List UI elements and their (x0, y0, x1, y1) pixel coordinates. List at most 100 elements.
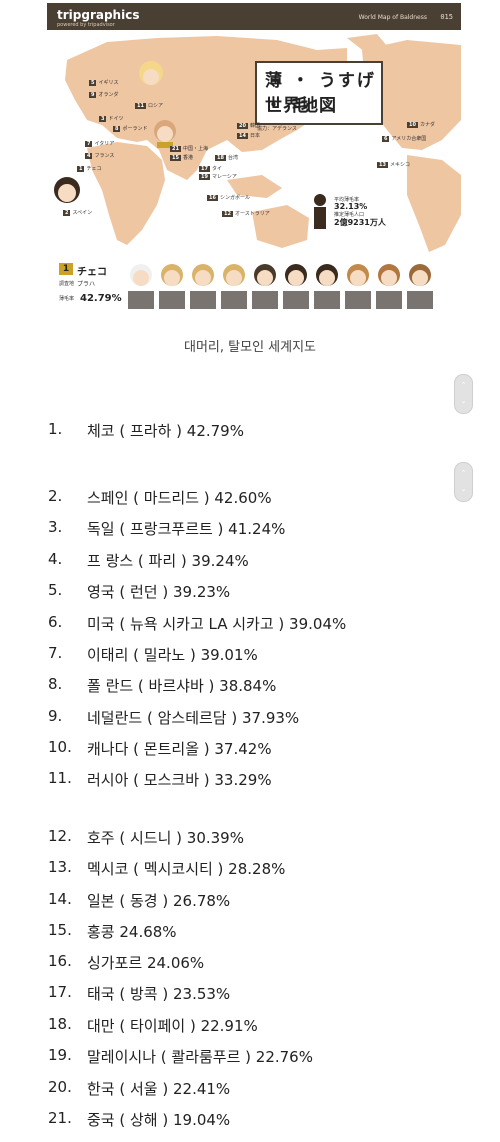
ranking-text: 폴 란드 ( 바르샤바 ) 38.84% (87, 677, 277, 695)
ranking-text: 말레이시나 ( 콸라룸푸르 ) 22.76% (87, 1048, 313, 1066)
map-rank-badge: 4 (85, 153, 93, 159)
ranking-number: 6. (48, 613, 63, 631)
map-rank-badge: 16 (207, 195, 218, 201)
map-country-name: アメリカ合衆国 (391, 136, 427, 142)
rank1-capital-label: 調査地 (59, 281, 75, 287)
map-country-name: フランス (94, 153, 115, 159)
map-country-name: チェコ (86, 166, 102, 172)
germany-character (139, 61, 163, 85)
australia-landmass (252, 205, 309, 248)
map-rank-badge: 9 (89, 92, 97, 98)
ranking-number: 8. (48, 675, 63, 693)
ranking-number: 13. (48, 858, 72, 876)
map-country-label: 16 シンガポール (207, 194, 250, 201)
map-country-label: 1 チェコ (77, 165, 102, 172)
map-rank-badge: 13 (377, 162, 388, 168)
ranking-item: 20. 한국 ( 서울 ) 22.41% (0, 1078, 500, 1100)
ranking-item: 6. 미국 ( 뉴욕 시카고 LA 시카고 ) 39.04% (0, 613, 500, 635)
map-country-name: 台湾 (227, 155, 238, 161)
ranking-text: 중국 ( 상해 ) 19.04% (87, 1111, 231, 1129)
map-country-label: 11 ロシア (135, 102, 163, 109)
ranking-text: 스페인 ( 마드리드 ) 42.60% (87, 489, 272, 507)
map-rank-badge: 5 (89, 80, 97, 86)
map-rank-badge: 14 (237, 133, 248, 139)
ranking-number: 16. (48, 952, 72, 970)
map-rank-badge: 17 (199, 166, 210, 172)
south-america-landmass (407, 155, 461, 252)
map-country-label: 13 メキシコ (377, 161, 410, 168)
map-country-name: オーストラリア (234, 211, 270, 217)
rank1-rate-label: 薄毛率 (59, 296, 75, 302)
scroll-handle-top[interactable]: ⌃ ⌄ (454, 374, 473, 414)
head-figure (376, 264, 402, 309)
ranking-text: 싱가포르 24.06% (87, 954, 205, 972)
rank1-badge: 1 (59, 263, 73, 275)
ranking-item: 7. 이태리 ( 밀라노 ) 39.01% (0, 644, 500, 666)
map-country-name: ドイツ (108, 116, 124, 122)
ranking-text: 이태리 ( 밀라노 ) 39.01% (87, 646, 258, 664)
head-figure (407, 264, 433, 309)
head-figure (345, 264, 371, 309)
map-country-name: 中国・上海 (182, 146, 208, 152)
map-country-name: メキシコ (389, 162, 410, 168)
rank1-rate: 42.79% (80, 293, 122, 304)
ranking-text: 호주 ( 시드니 ) 30.39% (87, 829, 244, 847)
infographic-title-line2: 世界地図 (265, 96, 337, 116)
map-country-label: 10 カナダ (407, 121, 435, 128)
map-rank-badge: 18 (215, 155, 226, 161)
africa-landmass (87, 142, 165, 245)
ranking-number: 10. (48, 738, 72, 756)
ranking-number: 20. (48, 1078, 72, 1096)
ranking-text: 영국 ( 런던 ) 39.23% (87, 583, 231, 601)
brand-subtitle: powered by tripadvisor (57, 22, 115, 28)
infographic-title-line1: 薄 ・ うすげ ・ 毛 (265, 71, 376, 116)
ranking-text: 미국 ( 뉴욕 시카고 LA 시카고 ) 39.04% (87, 615, 347, 633)
ranking-text: 일본 ( 동경 ) 26.78% (87, 892, 231, 910)
head-figure (283, 264, 309, 309)
ranking-number: 5. (48, 581, 63, 599)
map-rank-badge: 1 (77, 166, 85, 172)
brand-logo: tripgraphics (57, 8, 140, 22)
map-country-label: 7 イタリア (85, 140, 114, 147)
map-country-label: 2 スペイン (63, 209, 92, 216)
map-country-label: 20 韓国 (237, 122, 260, 129)
map-country-label: 8 ポーランド (113, 125, 148, 132)
page-number: 015 (440, 13, 453, 21)
se-asia-islands (227, 175, 282, 198)
map-country-label: 19 マレーシア (199, 173, 237, 180)
ranking-item: 5. 영국 ( 런던 ) 39.23% (0, 581, 500, 603)
average-rate-value: 32.13% (334, 202, 368, 211)
scroll-handle-bottom[interactable]: ⌃ ⌄ (454, 462, 473, 502)
head-figure (252, 264, 278, 309)
head-figure (159, 264, 185, 309)
map-country-label: 9 オランダ (89, 91, 119, 98)
ranking-item: 2. 스페인 ( 마드리드 ) 42.60% (0, 487, 500, 509)
ranking-text: 멕시코 ( 멕시코시티 ) 28.28% (87, 860, 286, 878)
rank1-country: チェコ (77, 267, 107, 278)
ranking-number: 18. (48, 1015, 72, 1033)
greenland-landmass (347, 34, 387, 52)
chevron-up-icon: ⌃ (460, 381, 467, 389)
britain-landmass (80, 54, 93, 74)
ranking-item: 19. 말레이시나 ( 콸라룸푸르 ) 22.76% (0, 1046, 500, 1068)
ranking-number: 9. (48, 707, 63, 725)
map-country-name: マレーシア (211, 174, 237, 180)
map-rank-badge: 21 (170, 146, 181, 152)
map-country-name: カナダ (419, 122, 435, 128)
map-country-name: 韓国 (249, 123, 260, 129)
rank1-capital: プラハ (77, 281, 95, 288)
north-america-landmass (362, 40, 461, 150)
ranking-text: 태국 ( 방콕 ) 23.53% (87, 985, 231, 1003)
ranking-number: 11. (48, 769, 72, 787)
ranking-item: 10. 캐나다 ( 몬트리올 ) 37.42% (0, 738, 500, 760)
ranking-item: 1. 체코 ( 프라하 ) 42.79% (0, 420, 500, 442)
head-row (128, 264, 433, 309)
ranking-number: 1. (48, 420, 63, 438)
ranking-item: 3. 독일 ( 프랑크푸르트 ) 41.24% (0, 518, 500, 540)
image-caption: 대머리, 탈모인 세계지도 (184, 340, 316, 355)
map-country-label: 15 香港 (170, 154, 193, 161)
ranking-item: 11. 러시아 ( 모스크바 ) 33.29% (0, 769, 500, 791)
map-rank-badge: 12 (222, 211, 233, 217)
chevron-down-icon: ⌄ (460, 397, 467, 405)
map-rank-badge: 20 (237, 123, 248, 129)
